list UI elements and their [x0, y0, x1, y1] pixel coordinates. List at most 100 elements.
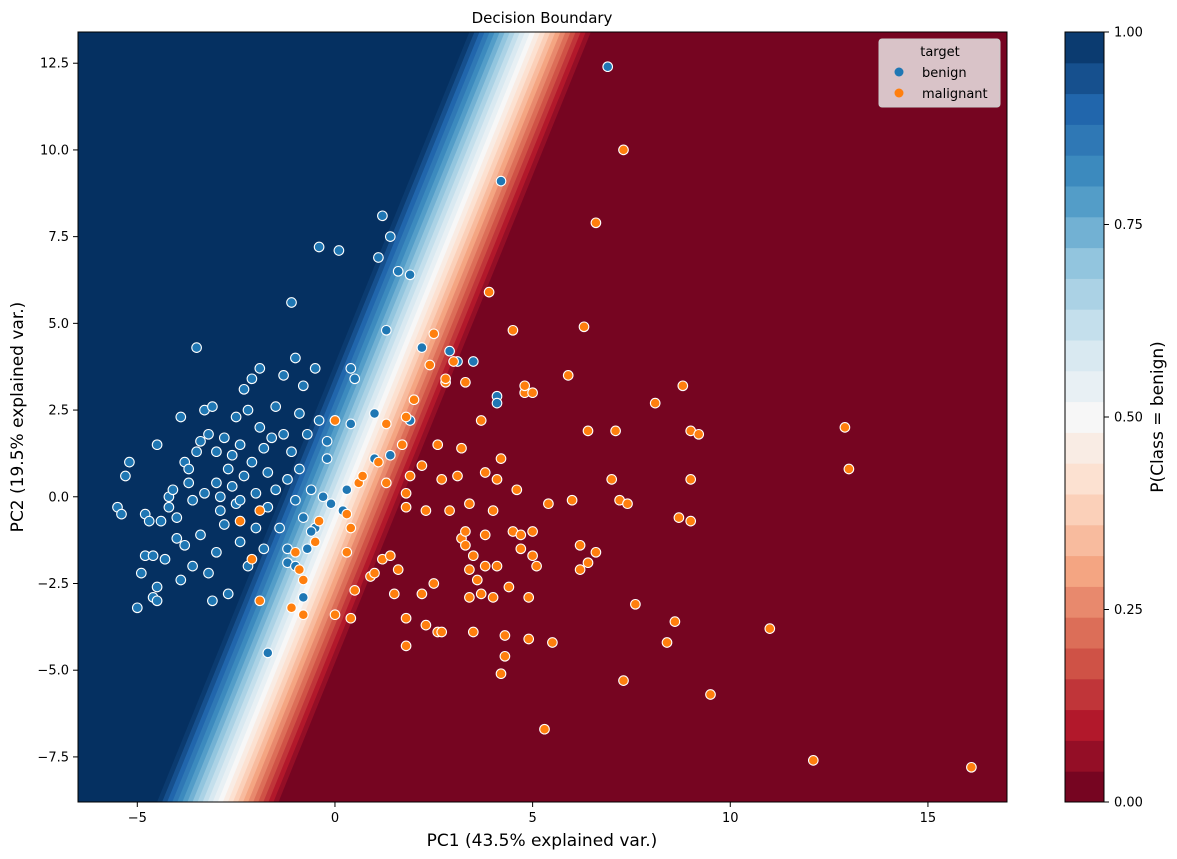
benign-point [602, 61, 614, 73]
y-tick-label: 7.5 [48, 230, 69, 245]
benign-point [250, 487, 262, 499]
benign-point [116, 508, 127, 520]
malignant-point [843, 463, 855, 475]
benign-point [305, 526, 317, 537]
y-tick-label: −2.5 [37, 577, 69, 592]
malignant-point [369, 567, 380, 579]
malignant-point [380, 418, 392, 430]
malignant-point [396, 439, 408, 451]
benign-point [270, 401, 282, 412]
benign-point [250, 522, 262, 534]
x-tick-label: 15 [920, 811, 937, 826]
benign-point [278, 428, 289, 440]
malignant-point [649, 397, 661, 409]
malignant-point [297, 609, 309, 621]
legend-label-benign: benign [922, 66, 967, 81]
colorbar-tick-label: 0.25 [1114, 603, 1143, 618]
y-axis: −7.5 −5.0 −2.5 0.0 2.5 5.0 7.5 10.0 12.5 [37, 57, 78, 765]
benign-point [444, 345, 455, 357]
benign-point [345, 418, 357, 430]
benign-point [384, 449, 396, 461]
malignant-point [483, 286, 495, 298]
benign-point [294, 408, 305, 419]
malignant-point [966, 761, 977, 773]
malignant-point [491, 474, 503, 485]
benign-point [222, 463, 234, 475]
decision-boundary-contours [78, 32, 1007, 802]
malignant-point [456, 442, 467, 454]
y-tick-label: 12.5 [40, 57, 69, 72]
malignant-point [543, 498, 554, 510]
benign-point [258, 442, 270, 454]
y-tick-label: −5.0 [37, 664, 69, 679]
x-axis-label: PC1 (43.5% explained var.) [427, 831, 658, 851]
benign-point [416, 342, 428, 353]
malignant-point [487, 592, 499, 603]
benign-point [313, 415, 325, 426]
malignant-point [582, 557, 594, 569]
malignant-point [495, 668, 507, 680]
colorbar-band [1065, 740, 1104, 772]
malignant-point [345, 612, 357, 624]
malignant-point [523, 592, 535, 603]
x-tick-label: 0 [331, 811, 339, 826]
benign-point [135, 567, 147, 579]
colorbar-band [1065, 340, 1104, 372]
benign-point [491, 397, 503, 409]
malignant-point [290, 546, 301, 558]
benign-point [404, 269, 416, 281]
malignant-point [574, 564, 586, 575]
malignant-point [452, 470, 463, 482]
malignant-point [380, 477, 392, 489]
benign-point [262, 467, 274, 478]
colorbar-band [1065, 186, 1104, 218]
colorbar-band [1065, 278, 1104, 310]
colorbar-band [1065, 216, 1104, 249]
benign-point [159, 553, 171, 565]
benign-point [467, 356, 479, 367]
benign-point [199, 487, 210, 499]
benign-point [313, 241, 325, 253]
malignant-point [373, 456, 384, 468]
benign-point [175, 411, 187, 423]
benign-point [163, 501, 175, 513]
benign-point [226, 481, 238, 492]
malignant-point [669, 616, 681, 627]
malignant-point [234, 515, 246, 527]
malignant-point [539, 723, 550, 735]
colorbar-band [1065, 648, 1104, 680]
y-tick-label: 10.0 [40, 143, 69, 158]
benign-point [325, 498, 337, 510]
benign-point [151, 595, 163, 607]
colorbar: 0.00 0.25 0.50 0.75 1.00 P(Class = benign) [1064, 26, 1168, 811]
legend-marker-malignant [894, 88, 904, 98]
benign-point [294, 463, 305, 475]
malignant-point [349, 585, 361, 596]
colorbar-band [1065, 247, 1104, 279]
colorbar-band [1065, 586, 1104, 618]
benign-point [211, 546, 222, 558]
benign-point [222, 588, 234, 600]
colorbar-band [1065, 617, 1104, 649]
malignant-point [341, 508, 353, 520]
malignant-point [685, 474, 697, 485]
legend-label-malignant: malignant [922, 87, 988, 102]
x-tick-label: −5 [128, 811, 147, 826]
benign-point [183, 477, 195, 489]
benign-point [297, 512, 309, 523]
colorbar-ticks: 0.00 0.25 0.50 0.75 1.00 [1104, 26, 1143, 811]
colorbar-band [1065, 124, 1104, 156]
malignant-point [416, 588, 428, 600]
chart-title: Decision Boundary [472, 9, 613, 27]
colorbar-band [1065, 678, 1104, 711]
benign-point [349, 373, 361, 385]
malignant-point [479, 529, 491, 541]
x-tick-label: 5 [528, 811, 536, 826]
malignant-point [329, 609, 341, 621]
benign-point [234, 536, 246, 548]
malignant-point [685, 515, 697, 527]
legend-title: target [920, 45, 960, 60]
malignant-point [562, 370, 574, 381]
malignant-point [839, 422, 851, 433]
colorbar-tick-label: 0.00 [1114, 796, 1143, 811]
